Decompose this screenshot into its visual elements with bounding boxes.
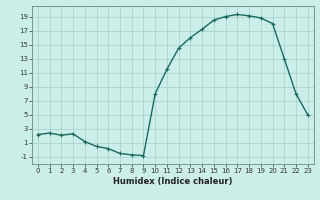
X-axis label: Humidex (Indice chaleur): Humidex (Indice chaleur) [113,177,233,186]
